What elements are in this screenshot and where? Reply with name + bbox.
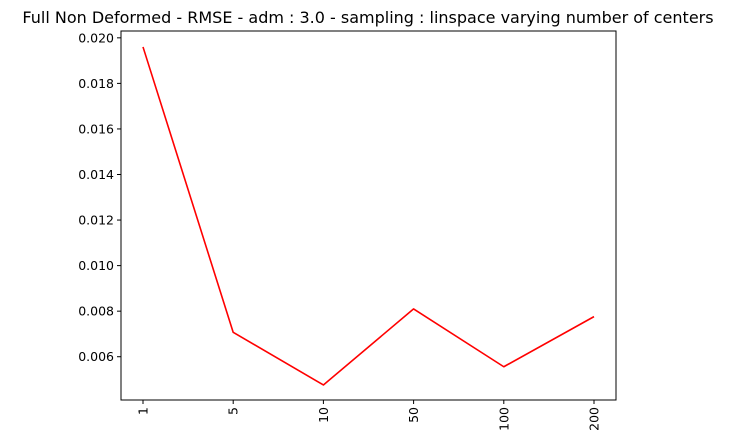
- y-tick-label: 0.010: [78, 258, 114, 273]
- x-tick-label: 50: [406, 407, 421, 423]
- series-line: [142, 46, 595, 386]
- x-tick-label: 1: [136, 407, 151, 415]
- plot-area: [120, 30, 617, 401]
- series-layer: [142, 46, 595, 386]
- x-axis: 1 5 10 50 100 200: [136, 400, 602, 431]
- y-tick-label: 0.006: [78, 349, 114, 364]
- y-tick-label: 0.014: [78, 167, 114, 182]
- y-tick-label: 0.018: [78, 76, 114, 91]
- y-tick-label: 0.008: [78, 304, 114, 319]
- x-tick-label: 5: [226, 407, 241, 415]
- x-tick-label: 100: [496, 407, 511, 431]
- chart-title: Full Non Deformed - RMSE - adm : 3.0 - s…: [22, 8, 713, 27]
- y-tick-label: 0.012: [78, 213, 114, 228]
- x-tick-label: 200: [587, 407, 602, 431]
- y-axis: 0.006 0.008 0.010 0.012 0.014 0.016 0.018 0.020: [78, 30, 121, 364]
- y-tick-label: 0.020: [78, 30, 114, 45]
- y-tick-label: 0.016: [78, 121, 114, 136]
- x-tick-label: 10: [316, 407, 331, 423]
